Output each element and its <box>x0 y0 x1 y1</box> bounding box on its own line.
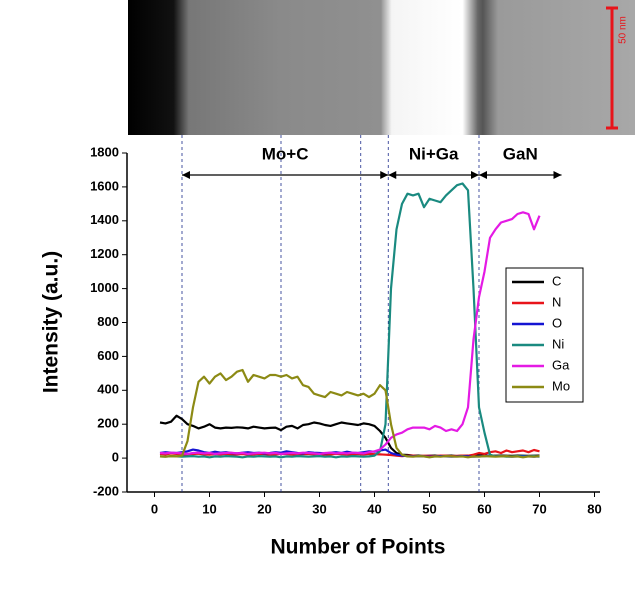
legend-label: Ga <box>552 357 570 372</box>
legend-label: N <box>552 294 561 309</box>
arrowhead <box>182 171 190 179</box>
arrowhead <box>471 171 479 179</box>
y-tick-label: 1800 <box>90 144 119 159</box>
x-tick-label: 40 <box>367 501 381 516</box>
series-line <box>159 368 540 459</box>
y-tick-label: 1000 <box>90 280 119 295</box>
arrowhead <box>553 171 562 179</box>
y-axis-title: Intensity (a.u.) <box>40 251 63 393</box>
scale-label: 50 nm <box>618 16 629 44</box>
x-tick-label: 70 <box>532 501 546 516</box>
y-tick-label: 1400 <box>90 212 119 227</box>
series-line <box>159 211 541 455</box>
y-tick-label: 1600 <box>90 178 119 193</box>
region-label: GaN <box>503 144 538 163</box>
arrowhead <box>380 171 389 179</box>
y-tick-label: 1200 <box>90 246 119 261</box>
y-tick-label: 0 <box>112 450 119 465</box>
legend-box <box>505 267 584 403</box>
series-line <box>159 182 540 459</box>
x-tick-label: 50 <box>422 501 436 516</box>
y-tick-label: 800 <box>97 314 119 329</box>
y-tick-label: 600 <box>97 348 119 363</box>
y-tick-label: 200 <box>97 416 119 431</box>
region-label: Ni+Ga <box>409 144 459 163</box>
arrowhead <box>388 171 397 179</box>
region-label: Mo+C <box>262 144 309 163</box>
x-tick-label: 0 <box>151 501 158 516</box>
x-axis-title: Number of Points <box>270 536 445 559</box>
x-tick-label: 20 <box>257 501 271 516</box>
arrowhead <box>479 171 487 179</box>
tem-image-bg <box>128 0 635 135</box>
x-tick-label: 10 <box>202 501 216 516</box>
tem-image: 50 nm <box>128 0 635 135</box>
x-tick-label: 60 <box>477 501 491 516</box>
y-tick-label: -200 <box>93 483 119 498</box>
x-tick-label: 80 <box>587 501 601 516</box>
legend-label: C <box>552 273 561 288</box>
legend-label: O <box>552 315 562 330</box>
x-tick-label: 30 <box>312 501 326 516</box>
legend-label: Ni <box>552 336 564 351</box>
y-tick-label: 400 <box>97 382 119 397</box>
legend-label: Mo <box>552 378 570 393</box>
